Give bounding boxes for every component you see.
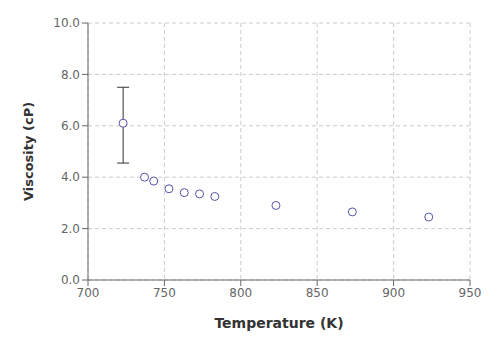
svg-text:4.0: 4.0 xyxy=(61,170,80,184)
svg-text:10.0: 10.0 xyxy=(53,16,80,30)
svg-text:2.0: 2.0 xyxy=(61,222,80,236)
svg-text:Temperature (K): Temperature (K) xyxy=(214,315,343,331)
svg-text:900: 900 xyxy=(382,286,405,300)
svg-text:6.0: 6.0 xyxy=(61,119,80,133)
svg-text:Viscosity (cP): Viscosity (cP) xyxy=(21,102,36,201)
svg-text:850: 850 xyxy=(306,286,329,300)
svg-text:750: 750 xyxy=(153,286,176,300)
svg-text:950: 950 xyxy=(459,286,482,300)
svg-text:700: 700 xyxy=(77,286,100,300)
svg-text:8.0: 8.0 xyxy=(61,68,80,82)
svg-text:800: 800 xyxy=(229,286,252,300)
svg-text:0.0: 0.0 xyxy=(61,273,80,287)
